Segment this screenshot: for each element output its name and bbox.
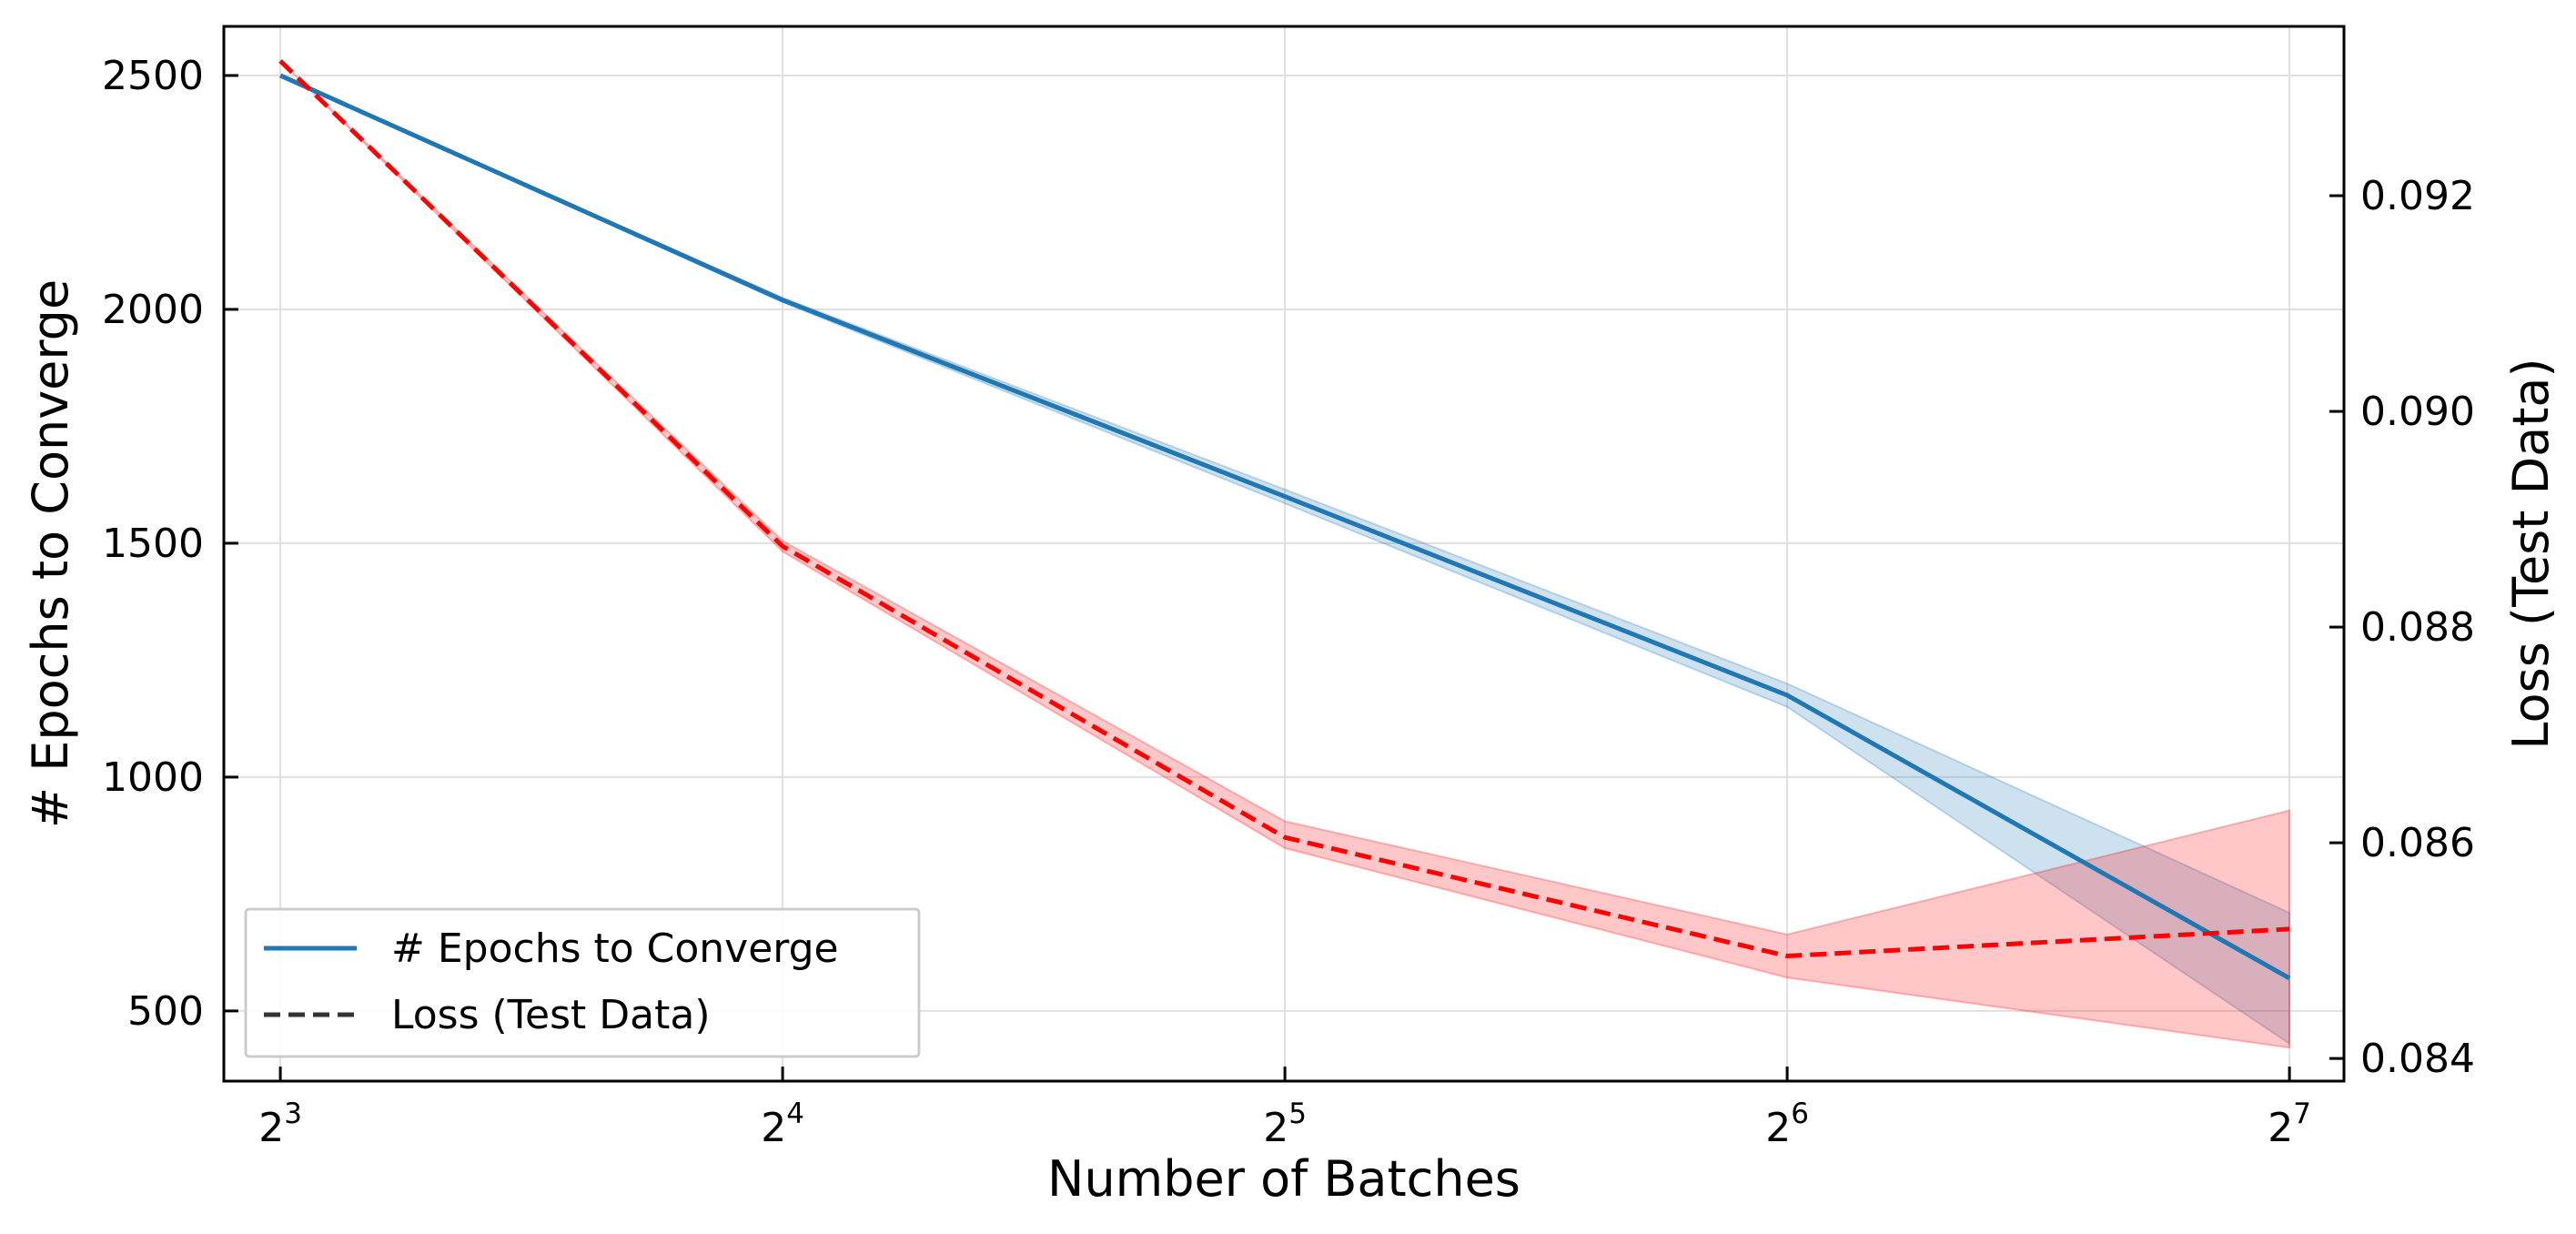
y-tick-label-left: 1500 [102, 521, 204, 567]
y-tick-label-left: 1000 [102, 754, 204, 801]
x-tick-label: 26 [1765, 1097, 1809, 1151]
x-axis-label: Number of Batches [1047, 1150, 1520, 1208]
y-tick-label-left: 2500 [102, 53, 204, 99]
y-tick-label-right: 0.084 [2360, 1036, 2475, 1082]
legend: # Epochs to Converge Loss (Test Data) [244, 907, 921, 1058]
y-tick-label-right: 0.092 [2360, 173, 2475, 219]
y-tick-label-right: 0.088 [2360, 604, 2475, 651]
x-tick-label: 24 [761, 1097, 804, 1151]
y-tick-label-left: 500 [127, 988, 204, 1035]
y-tick-label-right: 0.086 [2360, 820, 2475, 866]
legend-label: Loss (Test Data) [391, 992, 711, 1038]
series-lines [278, 59, 2291, 981]
series-line [279, 73, 2291, 981]
series-line [278, 59, 2290, 959]
x-tick-label: 27 [2268, 1097, 2311, 1151]
y-axis-label-right: Loss (Test Data) [2502, 358, 2560, 749]
y-tick-label-left: 2000 [102, 287, 204, 333]
x-tick-label: 23 [258, 1097, 302, 1151]
x-tick-label: 25 [1263, 1097, 1307, 1151]
y-axis-label-left: # Epochs to Converge [22, 279, 79, 828]
y-tick-label-right: 0.090 [2360, 389, 2475, 435]
legend-label: # Epochs to Converge [391, 926, 839, 972]
axis-ticks: 23 24 25 26 27 500 1000 1500 2000 2500 0.084 0.086 0… [102, 53, 2475, 1151]
legend-box [244, 907, 921, 1058]
